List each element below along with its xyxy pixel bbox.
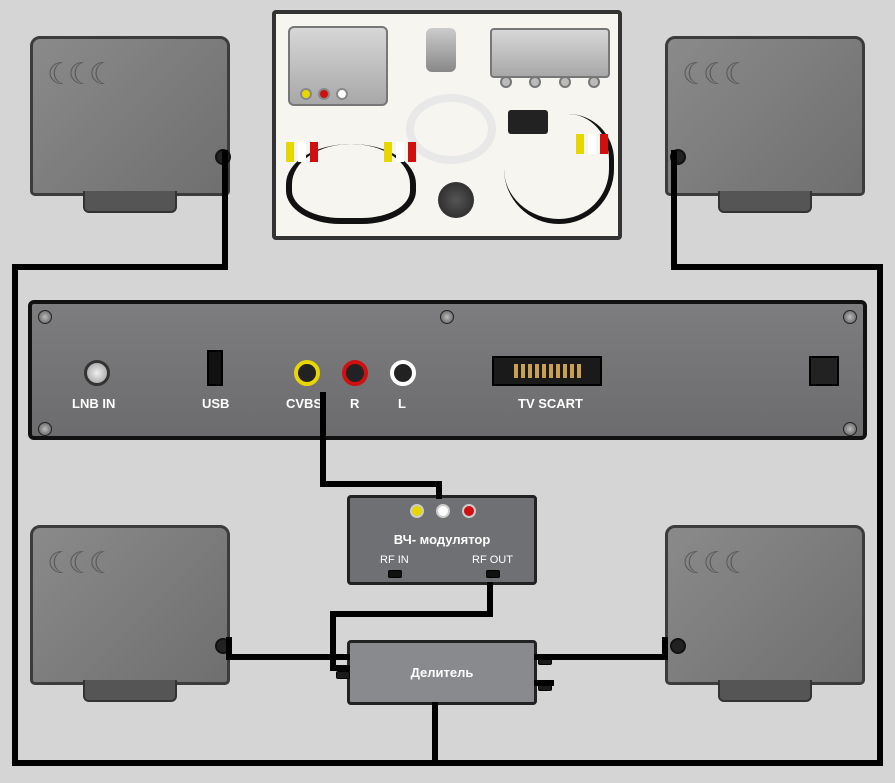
cable-segment: [12, 264, 228, 270]
screw-icon: [843, 310, 857, 324]
port-lnb-in: [84, 360, 110, 386]
port-power: [809, 356, 839, 386]
screw-icon: [440, 310, 454, 324]
cable-segment: [671, 264, 883, 270]
cable-segment: [330, 665, 350, 671]
modulator-title: ВЧ- модулятор: [350, 532, 534, 547]
rf-modulator-box: ВЧ- модулятор RF IN RF OUT: [347, 495, 537, 585]
screw-icon: [38, 310, 52, 324]
cable-segment: [671, 150, 677, 270]
part-coax-splitter: [490, 28, 610, 78]
label-usb: USB: [202, 396, 229, 411]
cable-segment: [222, 150, 228, 270]
label-tv-scart: TV SCART: [518, 396, 583, 411]
part-coax-coil: [406, 94, 496, 164]
splitter-in: [336, 671, 350, 679]
part-rf-modulator-ports: [300, 88, 376, 102]
tv-decor-moons: ☾☾☾: [682, 546, 745, 581]
port-usb: [207, 350, 223, 386]
cable-segment: [534, 680, 554, 686]
cable-segment: [534, 654, 668, 660]
tv-decor-moons: ☾☾☾: [682, 57, 745, 92]
cable-segment: [330, 611, 336, 671]
mod-rca-y: [410, 504, 424, 518]
part-rca-plugs-b: [384, 142, 416, 162]
mod-rca-w: [436, 504, 450, 518]
cable-segment: [432, 702, 438, 766]
port-audio-l: [390, 360, 416, 386]
cable-segment: [320, 481, 442, 487]
label-cvbs: CVBS: [286, 396, 322, 411]
label-rf-in: RF IN: [380, 554, 409, 566]
label-audio-r: R: [350, 396, 359, 411]
tv-top-right: ☾☾☾: [665, 36, 865, 196]
port-cvbs: [294, 360, 320, 386]
port-tv-scart: [492, 356, 602, 386]
part-rca-plugs-a: [286, 142, 318, 162]
tv-coax-port: [670, 638, 686, 654]
tv-decor-moons: ☾☾☾: [47, 546, 110, 581]
part-scart-head: [508, 110, 548, 134]
cable-segment: [438, 760, 883, 766]
part-scart-rca-ends: [576, 134, 608, 154]
part-f-connector: [426, 28, 456, 72]
cable-segment: [436, 481, 442, 499]
coax-splitter-box: Делитель: [347, 640, 537, 705]
cable-segment: [12, 760, 438, 766]
cable-segment: [320, 392, 326, 487]
tv-bottom-left: ☾☾☾: [30, 525, 230, 685]
port-rf-out: [486, 570, 500, 578]
part-coax-adapter: [438, 182, 474, 218]
part-splitter-legs: [500, 76, 600, 90]
satellite-receiver-rear: LNB IN USB CVBS R L TV SCART: [28, 300, 867, 440]
components-photo-panel: [272, 10, 622, 240]
port-rf-in: [388, 570, 402, 578]
cable-segment: [12, 264, 18, 766]
screw-icon: [38, 422, 52, 436]
screw-icon: [843, 422, 857, 436]
cable-segment: [226, 637, 232, 660]
label-rf-out: RF OUT: [472, 554, 513, 566]
port-audio-r: [342, 360, 368, 386]
cable-segment: [877, 264, 883, 766]
cable-segment: [232, 654, 350, 660]
label-audio-l: L: [398, 396, 406, 411]
splitter-title: Делитель: [350, 665, 534, 680]
tv-top-left: ☾☾☾: [30, 36, 230, 196]
tv-decor-moons: ☾☾☾: [47, 57, 110, 92]
mod-rca-r: [462, 504, 476, 518]
tv-bottom-right: ☾☾☾: [665, 525, 865, 685]
label-lnb-in: LNB IN: [72, 396, 115, 411]
cable-segment: [330, 611, 493, 617]
cable-segment: [662, 637, 668, 660]
